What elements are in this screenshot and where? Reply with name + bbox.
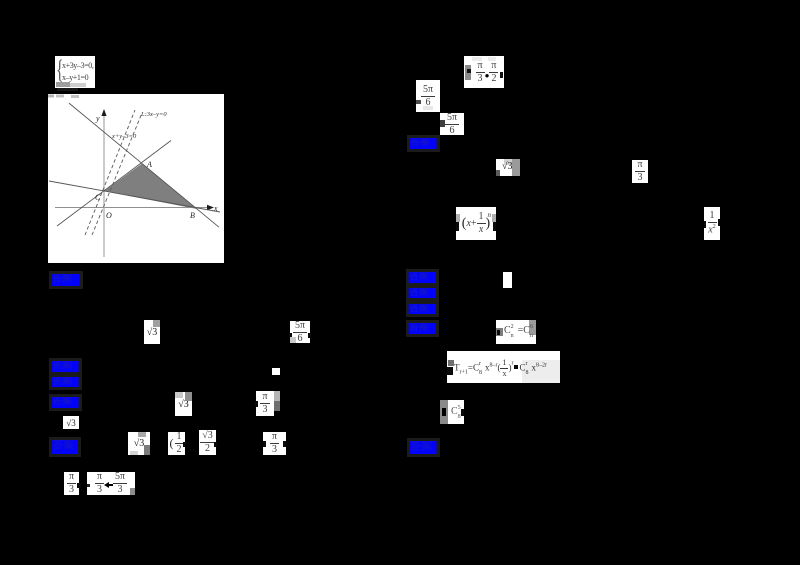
svg-text:O: O bbox=[106, 211, 112, 220]
svg-text:x+y–3=0: x+y–3=0 bbox=[111, 133, 137, 140]
svg-text:B: B bbox=[190, 211, 195, 220]
svg-text:L:3x–y=0: L:3x–y=0 bbox=[140, 111, 167, 118]
svg-text:y: y bbox=[95, 114, 100, 123]
svg-text:A: A bbox=[146, 160, 152, 169]
svg-text:C: C bbox=[95, 193, 101, 202]
svg-text:x: x bbox=[213, 204, 218, 213]
